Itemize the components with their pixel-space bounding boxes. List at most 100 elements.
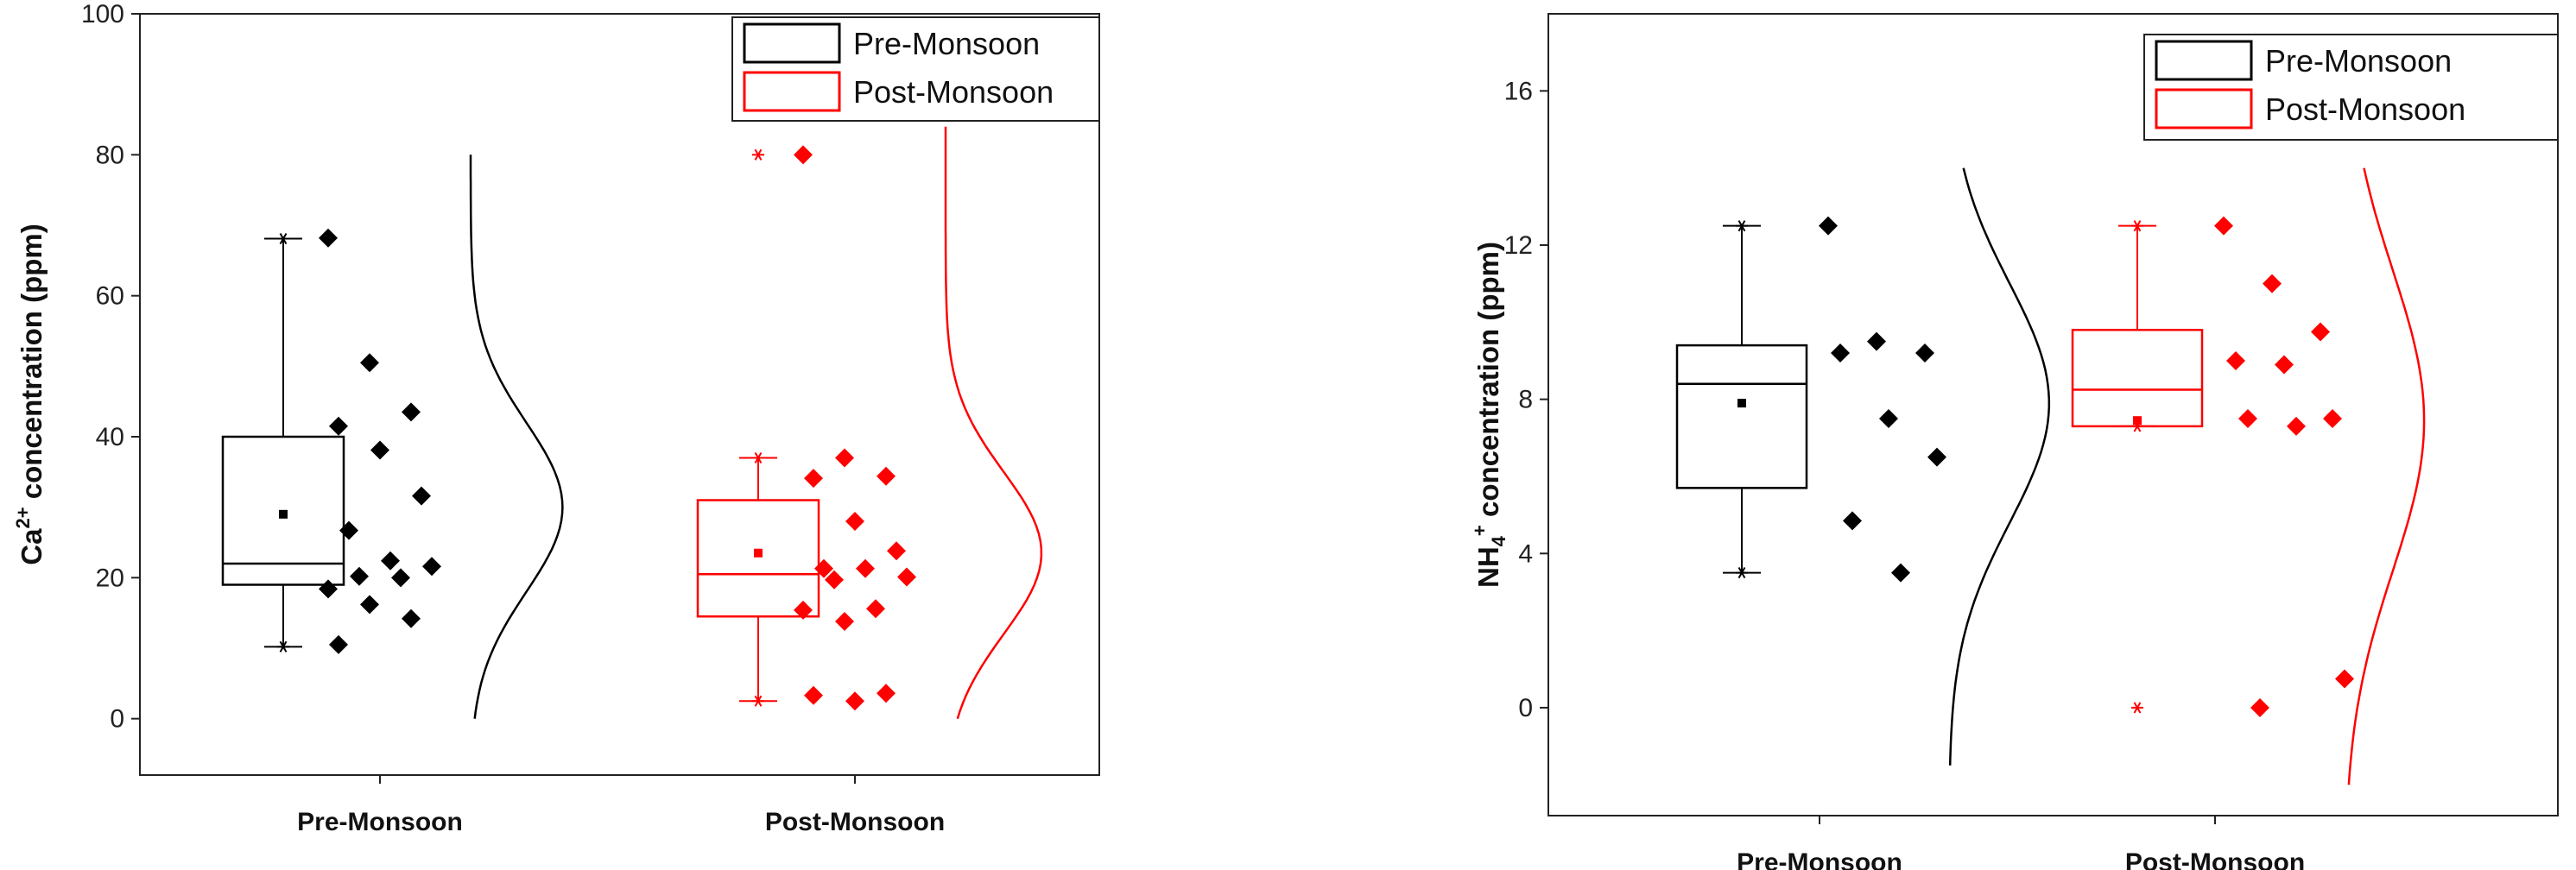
box	[696, 499, 820, 618]
legend-label: Pre-Monsoon	[853, 26, 1040, 61]
legend: Pre-Monsoon Post-Monsoon	[731, 16, 1100, 122]
data-point	[381, 551, 400, 571]
data-point	[2250, 697, 2269, 717]
data-point	[2226, 350, 2245, 370]
series-post-monsoon	[2071, 167, 2426, 785]
data-point	[1927, 447, 1946, 467]
data-point	[804, 469, 823, 489]
data-point	[845, 691, 864, 711]
y-axis-title-sub: 4	[1488, 535, 1510, 546]
legend-swatch	[743, 71, 841, 112]
data-point	[2311, 322, 2330, 342]
data-point	[835, 448, 854, 468]
mean-marker	[2133, 416, 2142, 426]
data-point	[866, 599, 885, 619]
data-point	[897, 567, 916, 587]
data-point	[1819, 216, 1838, 236]
data-point	[1867, 331, 1886, 351]
y-axis-title-sup: +	[1469, 525, 1491, 536]
y-axis-title: NH4+ concentration (ppm)	[1469, 242, 1510, 588]
data-point	[825, 570, 844, 589]
data-point	[2238, 408, 2257, 428]
mean-marker	[754, 548, 763, 558]
data-point	[319, 228, 338, 248]
min-marker	[752, 695, 764, 707]
y-tick-label: 0	[110, 705, 124, 734]
legend-swatch	[2155, 88, 2253, 129]
data-point	[329, 416, 348, 436]
data-point	[2275, 355, 2294, 375]
data-point	[814, 558, 833, 578]
data-point	[2287, 416, 2306, 436]
data-point	[1891, 563, 1910, 583]
data-point	[877, 466, 896, 486]
min-marker	[277, 640, 289, 652]
y-tick-label: 60	[96, 282, 124, 311]
data-point	[391, 568, 410, 588]
y-tick-label: 100	[81, 0, 124, 28]
plot-frame	[139, 13, 1100, 776]
data-point	[887, 541, 906, 561]
legend-label: Pre-Monsoon	[2265, 43, 2452, 79]
legend-swatch	[743, 22, 841, 64]
max-marker	[2131, 220, 2143, 232]
data-point	[794, 145, 813, 165]
legend: Pre-Monsoon Post-Monsoon	[2143, 34, 2559, 141]
y-axis-title-base: NH	[1472, 546, 1504, 588]
data-point	[350, 566, 369, 586]
legend-swatch	[2155, 40, 2253, 81]
y-tick-label: 80	[96, 141, 124, 169]
data-point	[2214, 216, 2233, 236]
x-category-label: Post-Monsoon	[765, 808, 945, 836]
data-point	[1843, 511, 1862, 531]
data-point	[835, 611, 854, 631]
data-point	[412, 486, 431, 506]
distribution-curve	[2347, 167, 2426, 785]
data-point	[845, 512, 864, 531]
distribution-curve	[1948, 167, 2051, 766]
series-pre-monsoon	[1675, 167, 2051, 766]
box	[1675, 344, 1808, 489]
x-category-label: Post-Monsoon	[2125, 848, 2305, 870]
data-point	[794, 600, 813, 620]
mean-marker	[1737, 399, 1746, 408]
data-point	[1831, 344, 1850, 363]
outlier-marker	[2131, 702, 2143, 714]
y-tick-label: 0	[1518, 694, 1533, 722]
y-axis-title: Ca2+ concentration (ppm)	[12, 224, 47, 564]
data-point	[856, 558, 875, 578]
y-tick-label: 20	[96, 564, 124, 592]
y-tick-label: 12	[1504, 231, 1533, 260]
box	[2071, 328, 2204, 428]
data-point	[402, 402, 421, 422]
box	[221, 435, 345, 586]
x-category-label: Pre-Monsoon	[1737, 848, 1902, 870]
distribution-curve	[469, 154, 564, 719]
y-tick-label: 40	[96, 423, 124, 451]
data-point	[360, 595, 379, 615]
y-tick-label: 8	[1518, 386, 1533, 414]
data-point	[329, 634, 348, 654]
distribution-curve	[944, 126, 1043, 720]
data-point	[422, 557, 441, 577]
data-point	[2335, 669, 2354, 689]
data-point	[370, 440, 389, 460]
max-marker	[277, 232, 289, 245]
data-point	[339, 520, 358, 540]
data-point	[2323, 408, 2342, 428]
series-post-monsoon	[696, 126, 1043, 720]
data-point	[1915, 344, 1934, 363]
data-point	[360, 353, 379, 373]
legend-label: Post-Monsoon	[2265, 91, 2465, 127]
y-tick-label: 4	[1518, 539, 1533, 568]
mean-marker	[279, 509, 288, 519]
min-marker	[1736, 567, 1748, 579]
legend-label: Post-Monsoon	[853, 74, 1054, 110]
legend-frame	[2143, 34, 2559, 141]
y-tick-label: 16	[1504, 77, 1533, 105]
y-axis-title-rest: concentration (ppm)	[1472, 242, 1504, 525]
max-marker	[752, 451, 764, 464]
data-point	[319, 579, 338, 599]
